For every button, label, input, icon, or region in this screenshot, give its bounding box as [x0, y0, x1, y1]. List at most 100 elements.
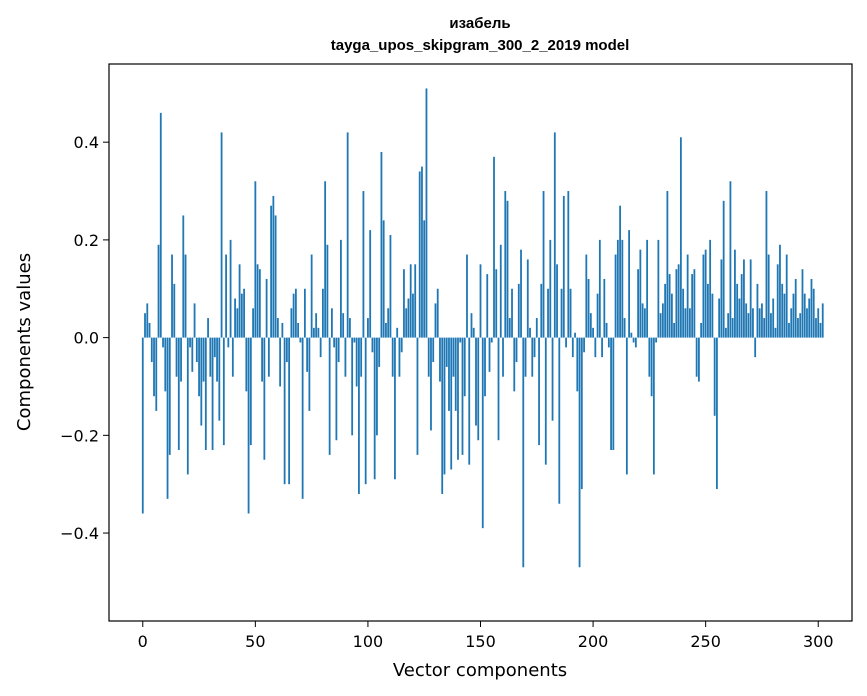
y-tick-label: 0.4: [74, 133, 99, 152]
bar: [454, 337, 457, 411]
bar: [441, 337, 444, 494]
bar: [326, 244, 329, 338]
bar: [763, 318, 766, 338]
bar: [333, 337, 336, 348]
bar: [378, 337, 381, 367]
bar: [799, 313, 802, 338]
bar: [716, 337, 718, 490]
bar: [515, 337, 518, 363]
bar: [549, 239, 552, 338]
bar: [580, 337, 583, 490]
bar: [533, 337, 536, 358]
bar: [704, 249, 707, 338]
bar: [195, 337, 198, 363]
bar: [740, 274, 743, 338]
bar: [707, 283, 709, 338]
bar: [693, 269, 696, 338]
bar: [294, 288, 297, 338]
bar: [702, 254, 705, 338]
bar: [729, 181, 732, 338]
bar: [351, 337, 354, 436]
bar: [218, 337, 221, 421]
bar: [535, 318, 538, 338]
bar: [427, 337, 430, 377]
bar: [668, 274, 671, 338]
bar: [263, 337, 266, 460]
bar: [727, 313, 730, 338]
bar: [407, 298, 410, 338]
bar: [587, 278, 590, 338]
bar: [722, 200, 725, 338]
bar: [641, 303, 644, 338]
bar: [207, 318, 209, 338]
bar: [425, 88, 428, 338]
bar: [569, 288, 572, 338]
bars-group: [141, 88, 824, 568]
bar: [544, 337, 547, 465]
bar: [256, 264, 259, 338]
bar: [808, 298, 811, 338]
bar: [688, 308, 691, 338]
bar: [463, 337, 466, 397]
bar: [394, 337, 396, 480]
bar: [414, 264, 417, 338]
bar: [821, 303, 824, 338]
bar: [155, 337, 158, 411]
bar: [592, 327, 594, 338]
bar: [643, 308, 646, 338]
bar: [526, 259, 529, 338]
bar: [290, 308, 293, 338]
bar: [666, 191, 669, 338]
bar: [623, 318, 626, 338]
y-tick-label: 0.0: [74, 329, 99, 348]
bar: [601, 337, 603, 358]
bar: [254, 181, 257, 338]
bar: [542, 191, 545, 338]
bar: [659, 313, 662, 338]
bar: [157, 244, 160, 338]
bar: [538, 337, 540, 446]
bar: [682, 288, 685, 338]
bar: [301, 337, 304, 499]
bar: [267, 337, 270, 377]
bar: [743, 259, 745, 338]
bar: [605, 322, 608, 338]
bar: [382, 220, 385, 338]
bar: [369, 230, 372, 338]
bar: [191, 337, 194, 372]
bar: [436, 288, 439, 338]
bar: [385, 322, 387, 338]
bar: [524, 337, 527, 377]
chart-subtitle: tayga_upos_skipgram_300_2_2019 model: [331, 37, 630, 54]
bar: [249, 337, 252, 446]
bar: [461, 337, 464, 455]
bar: [695, 337, 698, 377]
bar: [141, 337, 144, 514]
bar: [319, 337, 322, 358]
bar: [488, 337, 491, 372]
x-tick-label: 50: [245, 632, 265, 651]
bar: [698, 337, 700, 382]
bar: [184, 254, 187, 338]
bar: [691, 274, 694, 338]
bar: [189, 337, 191, 348]
bar: [288, 337, 291, 485]
bar: [328, 337, 331, 455]
bar: [150, 337, 153, 363]
bar: [639, 249, 642, 338]
bar: [283, 337, 286, 485]
bar: [272, 195, 275, 338]
bar: [364, 337, 367, 485]
y-axis-ticks: −0.4 −0.2 0.0 0.2 0.4: [60, 133, 109, 543]
bar: [213, 337, 216, 358]
bar: [756, 283, 759, 338]
bar: [648, 337, 651, 377]
bar: [650, 337, 653, 397]
bar: [355, 337, 358, 387]
bar: [452, 337, 455, 377]
bar: [551, 337, 554, 421]
bar: [479, 264, 482, 338]
bar: [547, 288, 549, 338]
bar: [520, 249, 522, 338]
bar: [265, 278, 268, 338]
